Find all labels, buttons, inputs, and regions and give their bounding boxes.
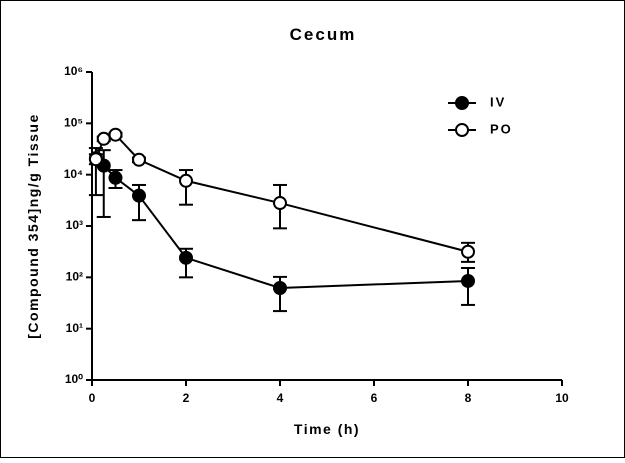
- legend-label: PO: [490, 121, 513, 136]
- x-tick-label: 8: [465, 391, 472, 405]
- y-tick-label: 10⁵: [64, 116, 83, 130]
- legend-label: IV: [490, 94, 506, 109]
- x-tick-label: 10: [555, 391, 569, 405]
- y-tick-label: 10⁴: [64, 167, 83, 181]
- data-point: [461, 244, 475, 259]
- x-tick-label: 4: [277, 391, 284, 405]
- data-point: [179, 250, 193, 265]
- y-axis-label: [Compound 354]ng/g Tissue: [25, 113, 41, 338]
- data-point: [108, 170, 123, 185]
- y-tick-label: 10⁰: [65, 372, 83, 386]
- data-point: [132, 152, 146, 167]
- x-tick-label: 0: [89, 391, 96, 405]
- legend-marker: [455, 96, 469, 110]
- y-tick-label: 10²: [66, 270, 83, 284]
- y-tick-label: 10⁶: [64, 64, 83, 78]
- y-tick-label: 10¹: [66, 321, 83, 335]
- data-point: [273, 196, 287, 211]
- data-point: [108, 127, 123, 142]
- chart-title: Cecum: [290, 25, 357, 44]
- legend-marker: [455, 123, 469, 137]
- data-point: [179, 173, 193, 188]
- x-tick-label: 2: [183, 391, 190, 405]
- y-tick-label: 10³: [66, 218, 83, 232]
- data-point: [132, 188, 146, 203]
- x-axis-label: Time (h): [294, 421, 360, 437]
- data-point: [273, 280, 287, 295]
- data-point: [461, 273, 475, 288]
- x-tick-label: 6: [371, 391, 378, 405]
- data-point: [88, 152, 103, 167]
- data-point: [96, 131, 111, 146]
